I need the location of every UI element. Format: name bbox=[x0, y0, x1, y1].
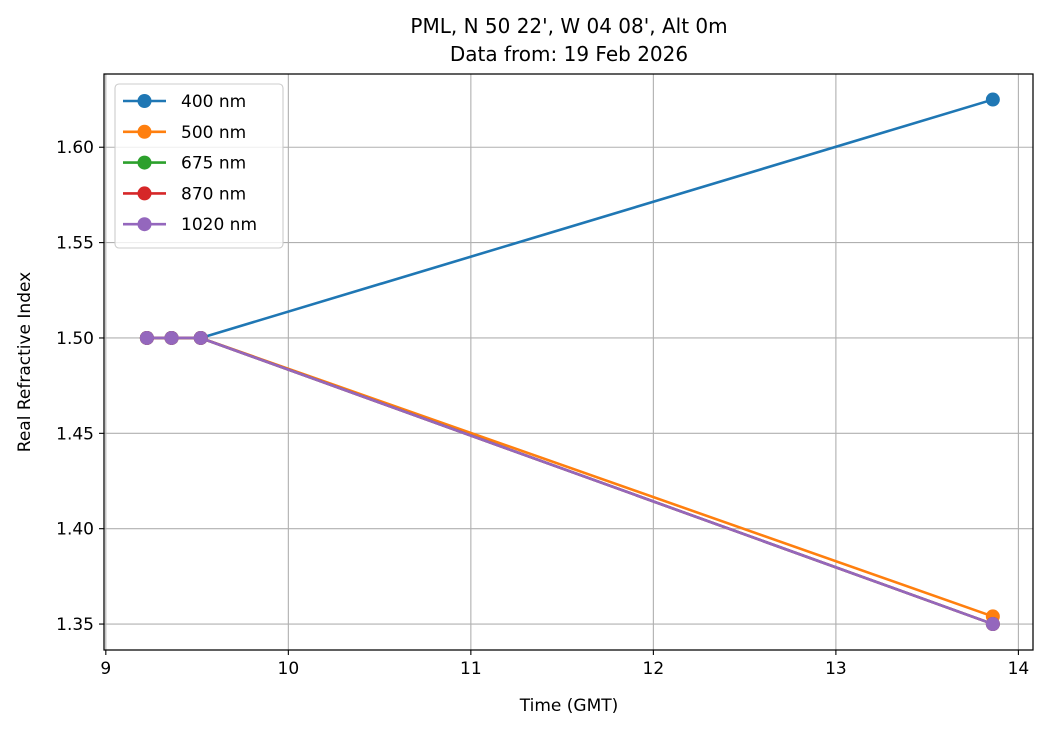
y-axis-label: Real Refractive Index bbox=[15, 272, 35, 452]
x-tick-label: 13 bbox=[825, 659, 847, 679]
data-point bbox=[985, 92, 1000, 107]
legend-marker bbox=[137, 155, 152, 170]
grid-lines bbox=[104, 74, 1033, 650]
plot-frame bbox=[103, 73, 1034, 651]
data-point bbox=[193, 330, 208, 345]
legend: 400 nm 500 nm 675 nm 870 nm 1020 nm bbox=[114, 83, 284, 249]
x-axis: 9 10 11 12 13 14 bbox=[100, 650, 1029, 679]
series-1020-nm bbox=[139, 330, 1000, 632]
data-point bbox=[164, 330, 179, 345]
legend-marker bbox=[137, 94, 152, 108]
legend-label: 500 nm bbox=[181, 123, 246, 143]
legend-entry: 400 nm bbox=[123, 92, 246, 112]
x-tick-label: 10 bbox=[278, 659, 300, 679]
y-tick-label: 1.35 bbox=[56, 615, 94, 635]
data-point bbox=[139, 330, 154, 345]
y-tick-label: 1.55 bbox=[56, 234, 94, 254]
legend-marker bbox=[137, 186, 152, 201]
legend-label: 400 nm bbox=[181, 92, 246, 112]
y-axis: 1.35 1.40 1.45 1.50 1.55 1.60 bbox=[56, 138, 104, 635]
x-tick-label: 11 bbox=[460, 659, 482, 679]
legend-label: 1020 nm bbox=[181, 215, 257, 235]
x-tick-label: 9 bbox=[100, 659, 111, 679]
legend-label: 675 nm bbox=[181, 154, 246, 174]
x-tick-label: 12 bbox=[643, 659, 665, 679]
series-layer bbox=[139, 92, 1000, 632]
chart-title: PML, N 50 22', W 04 08', Alt 0m bbox=[410, 14, 727, 38]
legend-marker bbox=[137, 124, 152, 139]
x-tick-label: 14 bbox=[1008, 659, 1030, 679]
legend-marker bbox=[137, 217, 152, 232]
legend-entry: 675 nm bbox=[123, 154, 246, 174]
y-tick-label: 1.40 bbox=[56, 520, 94, 540]
y-tick-label: 1.45 bbox=[56, 424, 94, 444]
legend-entry: 500 nm bbox=[123, 123, 246, 143]
x-axis-label: Time (GMT) bbox=[519, 696, 619, 716]
data-point bbox=[985, 617, 1000, 632]
y-tick-label: 1.60 bbox=[56, 138, 94, 158]
legend-label: 870 nm bbox=[181, 184, 246, 204]
series-line bbox=[146, 336, 994, 626]
legend-entry: 1020 nm bbox=[123, 215, 257, 235]
legend-box bbox=[114, 83, 284, 249]
y-tick-label: 1.50 bbox=[56, 329, 94, 349]
chart-subtitle: Data from: 19 Feb 2026 bbox=[450, 42, 688, 66]
legend-entry: 870 nm bbox=[123, 184, 246, 204]
